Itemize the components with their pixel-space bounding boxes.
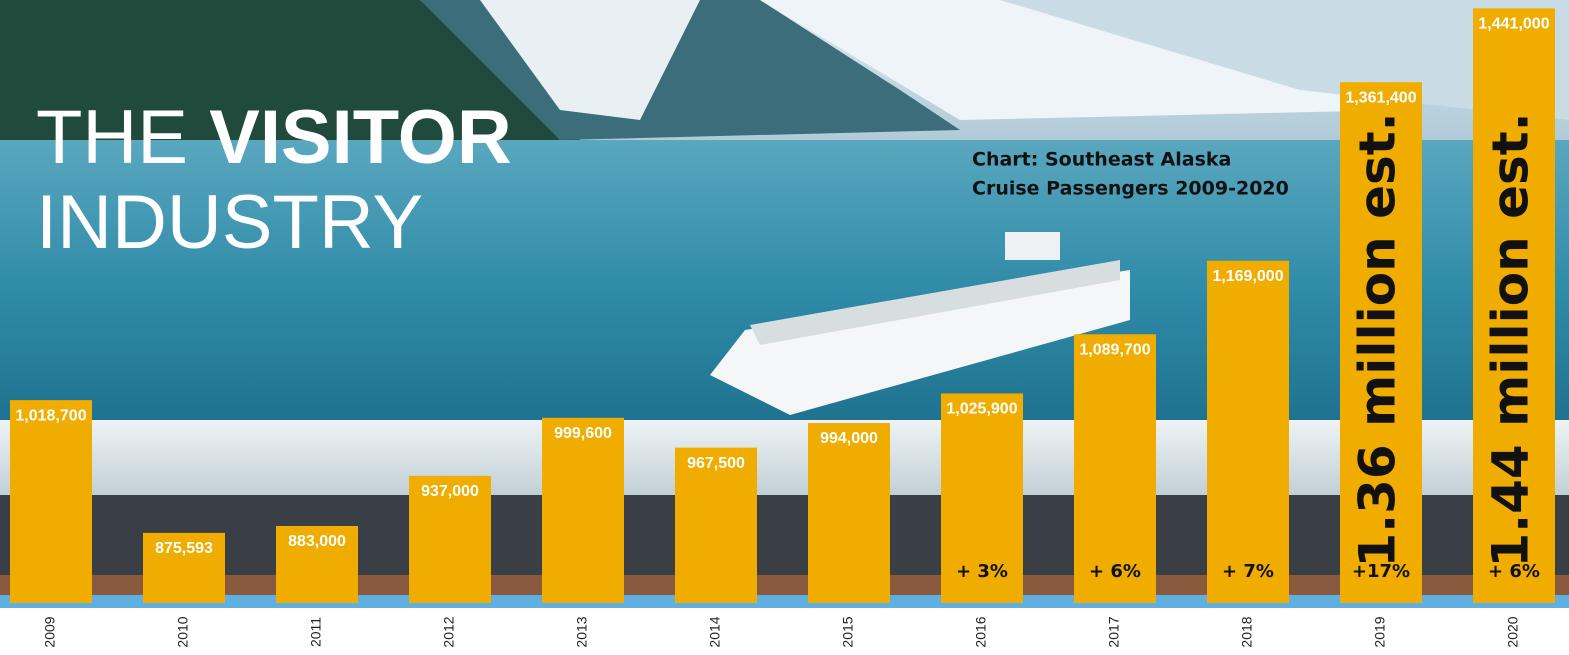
title-word: INDUSTRY xyxy=(36,180,423,265)
x-tick-label: 2013 xyxy=(574,616,590,647)
value-label: 994,000 xyxy=(820,430,878,447)
x-tick-label: 2020 xyxy=(1505,616,1521,647)
bar xyxy=(542,418,624,603)
x-tick-label: 2014 xyxy=(707,616,723,647)
value-label: 1,441,000 xyxy=(1478,16,1549,33)
value-label: 883,000 xyxy=(288,533,346,550)
chart-subtitle: Chart: Southeast Alaska xyxy=(972,149,1231,171)
estimate-label: 1.44 million est. xyxy=(1482,112,1540,567)
background-photo xyxy=(0,0,1569,608)
x-tick-label: 2009 xyxy=(42,616,58,647)
estimate-label: 1.36 million est. xyxy=(1349,112,1407,567)
x-tick-label: 2011 xyxy=(308,617,324,647)
x-tick-label: 2010 xyxy=(175,616,191,647)
title-word: THE VISITOR xyxy=(36,95,512,180)
x-tick-label: 2016 xyxy=(973,616,989,647)
value-label: 1,025,900 xyxy=(946,401,1017,418)
change-label: + 6% xyxy=(1089,561,1141,582)
value-label: 1,169,000 xyxy=(1212,268,1283,285)
change-label: + 7% xyxy=(1222,561,1274,582)
value-label: 1,018,700 xyxy=(15,407,86,424)
chart-subtitle: Cruise Passengers 2009-2020 xyxy=(972,178,1289,200)
bar xyxy=(10,400,92,603)
value-label: 1,361,400 xyxy=(1345,89,1416,106)
bar xyxy=(1207,261,1289,603)
x-tick-label: 2015 xyxy=(840,616,856,647)
value-label: 937,000 xyxy=(421,483,479,500)
chart: THE VISITOR INDUSTRY Chart: Southeast Al… xyxy=(0,0,1569,655)
x-tick-label: 2018 xyxy=(1239,616,1255,647)
x-tick-label: 2012 xyxy=(441,616,457,647)
value-label: 875,593 xyxy=(155,540,213,557)
value-label: 967,500 xyxy=(687,455,745,472)
bar xyxy=(808,423,890,603)
value-label: 1,089,700 xyxy=(1079,341,1150,358)
x-tick-label: 2017 xyxy=(1106,616,1122,647)
change-label: + 3% xyxy=(956,561,1008,582)
x-tick-label: 2019 xyxy=(1372,616,1388,647)
value-label: 999,600 xyxy=(554,425,612,442)
